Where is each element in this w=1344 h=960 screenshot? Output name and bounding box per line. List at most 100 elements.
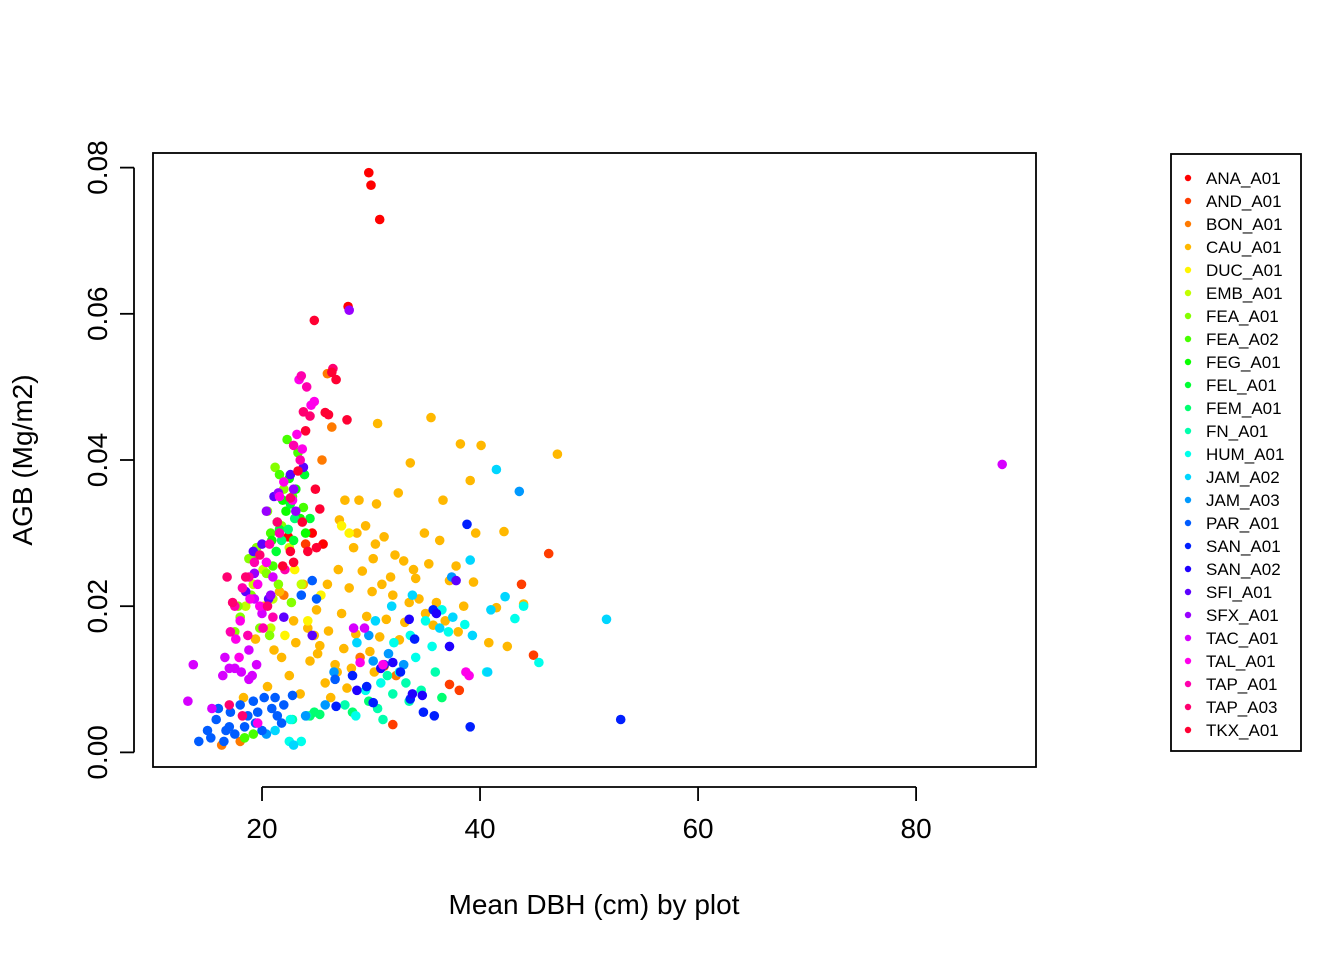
legend-marker — [1184, 381, 1192, 389]
data-point-tap-a01 — [258, 623, 268, 633]
legend-item: AND_A01 — [1184, 192, 1282, 211]
legend-item: FEA_A02 — [1184, 330, 1279, 349]
data-point-jam-a02 — [288, 740, 299, 750]
data-point-cau-a01 — [336, 608, 347, 619]
data-point-par-a01 — [224, 722, 235, 732]
data-point-tal-a01 — [378, 659, 388, 670]
data-point-sfx-a01 — [265, 590, 276, 600]
data-point-par-a01 — [257, 725, 267, 736]
data-point-bon-a01 — [317, 455, 327, 465]
data-point-fea-a02 — [282, 434, 292, 445]
data-point-cau-a01 — [367, 586, 377, 597]
data-point-tap-a03 — [262, 601, 273, 611]
legend-marker — [1184, 473, 1192, 481]
data-point-cau-a01 — [360, 521, 371, 531]
data-point-hum-a01 — [389, 637, 399, 648]
data-point-tac-a01 — [348, 623, 359, 633]
data-point-par-a01 — [239, 722, 250, 732]
data-point-tap-a01 — [264, 539, 275, 549]
y-axis: 0.00 0.02 0.04 0.06 0.08 — [82, 140, 135, 780]
x-tick-label: 40 — [464, 813, 495, 844]
data-point-sfx-a01 — [288, 484, 299, 495]
legend-label: DUC_A01 — [1206, 261, 1283, 280]
data-point-tkx-a01 — [277, 561, 288, 571]
data-point-cau-a01 — [276, 652, 287, 663]
legend-marker — [1184, 657, 1192, 665]
data-point-san-a02 — [417, 690, 428, 701]
data-point-sfi-a01 — [257, 539, 267, 549]
data-point-tac-a01 — [224, 663, 235, 674]
legend-label: FEA_A02 — [1206, 330, 1279, 349]
data-point-tac-a01 — [997, 459, 1007, 470]
legend-item: EMB_A01 — [1184, 284, 1283, 303]
legend-label: SAN_A02 — [1206, 560, 1281, 579]
data-point-hum-a01 — [296, 736, 307, 747]
data-point-par-a01 — [252, 707, 263, 717]
data-point-san-a01 — [331, 701, 341, 712]
legend-label: SFI_A01 — [1206, 583, 1272, 602]
data-point-cau-a01 — [323, 626, 334, 636]
data-point-cau-a01 — [434, 535, 445, 546]
data-point-tkx-a01 — [310, 484, 321, 495]
legend-label: FEM_A01 — [1206, 399, 1282, 418]
legend-item: ANA_A01 — [1184, 169, 1281, 188]
data-point-and-a01 — [543, 548, 554, 559]
data-point-tac-a01 — [236, 667, 247, 677]
legend-marker — [1184, 634, 1192, 642]
data-point-cau-a01 — [312, 648, 323, 659]
data-point-cau-a01 — [370, 539, 381, 549]
data-point-jam-a02 — [270, 725, 280, 736]
data-point-tap-a01 — [268, 612, 278, 622]
legend-item: FEA_A01 — [1184, 307, 1279, 326]
legend-marker — [1184, 289, 1192, 297]
data-point-par-a01 — [276, 718, 287, 728]
data-point-tkx-a01 — [331, 374, 341, 385]
data-point-sfi-a01 — [451, 575, 461, 586]
data-point-tkx-a01 — [297, 517, 308, 527]
data-point-par-a01 — [211, 714, 221, 725]
data-point-jam-a02 — [486, 605, 496, 615]
data-point-bon-a01 — [327, 422, 337, 432]
data-point-cau-a01 — [322, 579, 333, 590]
x-tick-label: 20 — [246, 813, 277, 844]
data-point-cau-a01 — [379, 532, 389, 542]
legend-item: JAM_A03 — [1184, 491, 1280, 510]
data-point-duc-a01 — [344, 528, 355, 538]
legend-marker — [1184, 703, 1192, 711]
data-point-tal-a01 — [252, 718, 263, 728]
legend-label: TAC_A01 — [1206, 629, 1278, 648]
data-point-and-a01 — [300, 539, 311, 549]
data-point-tkx-a01 — [311, 542, 322, 553]
data-point-fea-a02 — [248, 729, 259, 739]
data-point-jam-a02 — [448, 612, 458, 622]
legend-label: TKX_A01 — [1206, 721, 1279, 740]
data-point-tap-a03 — [237, 711, 248, 721]
data-point-cau-a01 — [405, 458, 416, 468]
legend-label: JAM_A02 — [1206, 468, 1280, 487]
data-point-tap-a01 — [237, 583, 248, 593]
data-point-hum-a01 — [420, 616, 431, 626]
data-point-tap-a03 — [285, 493, 296, 503]
data-point-cau-a01 — [398, 556, 409, 566]
data-point-cau-a01 — [325, 692, 336, 703]
data-point-tap-a03 — [240, 572, 251, 582]
y-axis-label: AGB (Mg/m2) — [7, 374, 38, 545]
data-point-jam-a03 — [329, 667, 339, 677]
data-point-cau-a01 — [339, 643, 349, 654]
y-tick-label: 0.08 — [82, 140, 113, 195]
legend-label: EMB_A01 — [1206, 284, 1283, 303]
data-point-cau-a01 — [333, 564, 344, 575]
data-point-fea-a02 — [298, 502, 309, 513]
data-point-hum-a01 — [410, 652, 421, 663]
legend-item: SAN_A02 — [1184, 560, 1281, 579]
data-point-cau-a01 — [274, 586, 285, 597]
legend-item: JAM_A02 — [1184, 468, 1280, 487]
data-point-tap-a01 — [249, 557, 260, 568]
plot-frame — [152, 152, 1037, 768]
legend-marker — [1184, 243, 1192, 251]
data-point-hum-a01 — [443, 627, 454, 637]
legend-marker — [1184, 266, 1192, 274]
data-point-tal-a01 — [234, 652, 244, 663]
data-point-ana-a01 — [364, 167, 374, 178]
legend-label: SFX_A01 — [1206, 606, 1279, 625]
